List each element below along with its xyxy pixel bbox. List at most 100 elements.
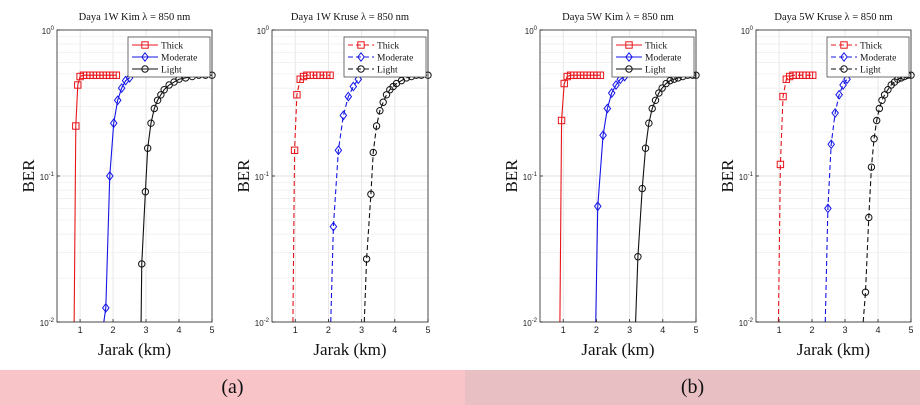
data-point-thick — [326, 71, 334, 79]
y-axis-label: BER — [718, 159, 737, 193]
legend-label-moderate: Moderate — [645, 54, 681, 64]
legend-label-light: Light — [645, 66, 666, 76]
y-tick-label: 100 — [525, 26, 538, 36]
data-point-moderate — [824, 203, 832, 214]
data-point-thick — [776, 160, 785, 169]
data-point-thick — [596, 71, 605, 79]
legend-marker-thick — [357, 41, 365, 49]
data-point-light — [655, 89, 663, 97]
legend-label-thick: Thick — [860, 42, 882, 52]
data-point-light — [651, 96, 660, 104]
data-point-moderate — [593, 201, 602, 212]
data-point-moderate — [334, 145, 343, 156]
data-point-moderate — [354, 74, 363, 85]
legend-marker-thick — [141, 41, 149, 49]
x-tick-label: 1 — [293, 325, 298, 335]
legend-label-light: Light — [161, 66, 182, 76]
data-point-thick — [112, 71, 121, 79]
data-point-light — [638, 184, 646, 193]
data-point-moderate — [835, 89, 843, 100]
y-tick-label: 10-1 — [739, 172, 754, 182]
data-point-moderate — [827, 139, 836, 150]
legend-label-moderate: Moderate — [377, 54, 413, 64]
x-axis-label: Jarak (km) — [581, 340, 654, 359]
chart-title: Daya 5W Kim λ = 850 nm — [562, 12, 674, 23]
data-point-moderate — [344, 91, 353, 102]
data-point-moderate — [839, 79, 847, 91]
data-point-moderate — [113, 95, 122, 106]
data-point-moderate — [329, 221, 338, 232]
data-point-thick — [290, 146, 299, 154]
y-tick-label: 10-1 — [523, 172, 538, 182]
data-point-light — [379, 98, 387, 106]
data-point-moderate — [603, 103, 612, 114]
y-axis-label: BER — [502, 159, 521, 193]
x-tick-label: 2 — [111, 325, 116, 335]
caption-b: (b) — [465, 370, 920, 405]
legend-marker-light — [840, 65, 848, 73]
y-axis-label: BER — [234, 159, 253, 193]
data-point-moderate — [843, 74, 851, 85]
x-tick-label: 3 — [359, 325, 364, 335]
legend-marker-thick — [840, 41, 848, 49]
data-point-light — [634, 253, 642, 261]
x-tick-label: 1 — [561, 325, 566, 335]
x-tick-label: 2 — [326, 325, 331, 335]
chart-panel-2: 1 2 3 4 5 10-2 10-1 100 Daya 1W Kruse λ = 850 nm… — [234, 12, 432, 359]
legend-label-moderate: Moderate — [860, 54, 896, 64]
legend-marker-moderate — [141, 51, 149, 63]
x-tick-label: 1 — [78, 325, 83, 335]
data-point-thick — [557, 116, 566, 125]
x-tick-label: 3 — [843, 325, 848, 335]
y-tick-label: 10-2 — [523, 318, 538, 328]
data-point-moderate — [109, 118, 118, 129]
x-tick-label: 4 — [660, 325, 665, 335]
y-tick-label: 100 — [257, 26, 270, 36]
legend-marker-moderate — [625, 51, 633, 63]
legend-marker-moderate — [840, 51, 848, 63]
x-tick-label: 2 — [810, 325, 815, 335]
series-line-moderate — [103, 77, 130, 323]
chart-panel-3: 1 2 3 4 5 10-2 10-1 100 Daya 5W Kim λ = 850 nm Ja… — [502, 12, 700, 359]
x-tick-label: 4 — [392, 325, 397, 335]
x-tick-label: 4 — [177, 325, 182, 335]
data-point-light — [367, 190, 375, 198]
data-point-light — [157, 91, 165, 99]
y-tick-label: 100 — [741, 26, 754, 36]
x-tick-label: 5 — [209, 325, 214, 335]
chart-title: Daya 1W Kruse λ = 850 nm — [291, 12, 409, 23]
y-tick-label: 10-2 — [739, 318, 754, 328]
data-point-light — [147, 119, 155, 127]
data-point-light — [160, 86, 168, 94]
series-line-moderate — [595, 76, 625, 323]
data-point-light — [150, 104, 158, 113]
legend-label-light: Light — [377, 66, 398, 76]
x-tick-label: 3 — [144, 325, 149, 335]
data-point-light — [867, 163, 876, 171]
y-tick-label: 10-2 — [255, 318, 270, 328]
data-point-light — [138, 260, 146, 268]
data-point-light — [376, 107, 384, 115]
data-point-thick — [809, 71, 817, 79]
y-tick-label: 10-1 — [255, 172, 270, 182]
x-tick-label: 4 — [876, 325, 881, 335]
data-point-light — [143, 144, 152, 152]
legend-marker-light — [357, 65, 365, 73]
data-point-light — [645, 119, 653, 127]
data-point-moderate — [831, 107, 839, 119]
data-point-light — [372, 122, 381, 130]
data-point-moderate — [607, 88, 616, 99]
chart-title: Daya 5W Kruse λ = 850 nm — [774, 12, 892, 23]
data-point-light — [141, 188, 150, 196]
legend-label-moderate: Moderate — [161, 54, 197, 64]
x-tick-label: 1 — [777, 325, 782, 335]
data-point-light — [861, 288, 870, 296]
data-point-thick — [779, 92, 787, 101]
data-point-light — [648, 104, 656, 113]
x-tick-label: 5 — [425, 325, 430, 335]
caption-a: (a) — [0, 370, 465, 405]
legend-label-thick: Thick — [377, 42, 399, 52]
data-point-thick — [560, 79, 568, 88]
legend-marker-light — [625, 65, 633, 73]
data-point-light — [880, 91, 889, 99]
